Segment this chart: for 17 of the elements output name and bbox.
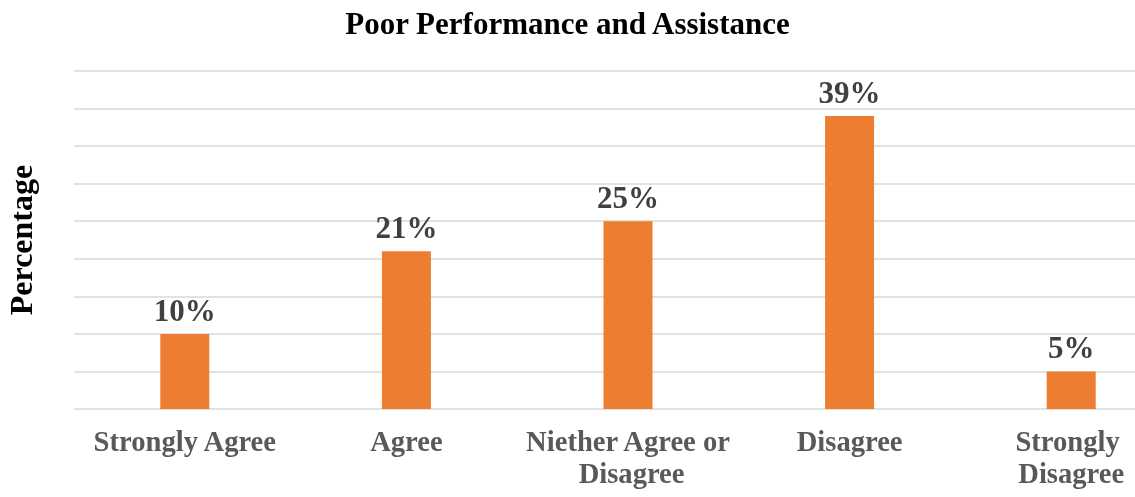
data-label: 10% — [153, 292, 216, 328]
data-label: 25% — [597, 180, 659, 216]
bar — [160, 333, 210, 409]
x-tick-label: Disagree — [796, 425, 903, 457]
y-axis-title: Percentage — [3, 164, 39, 316]
bar — [825, 116, 875, 409]
chart-title: Poor Performance and Assistance — [345, 6, 790, 41]
bar — [603, 221, 653, 409]
bar — [1046, 371, 1096, 409]
x-tick-label: Niether Agree or Disagree — [526, 425, 731, 489]
bar — [381, 251, 431, 409]
x-tick-label: Strongly Agree — [93, 425, 277, 457]
data-label: 39% — [818, 75, 881, 111]
x-tick-label: Strongly Disagree — [1015, 425, 1127, 489]
x-tick-label: Agree — [370, 425, 443, 457]
data-label: 21% — [375, 210, 438, 246]
data-label: 5% — [1047, 330, 1095, 366]
